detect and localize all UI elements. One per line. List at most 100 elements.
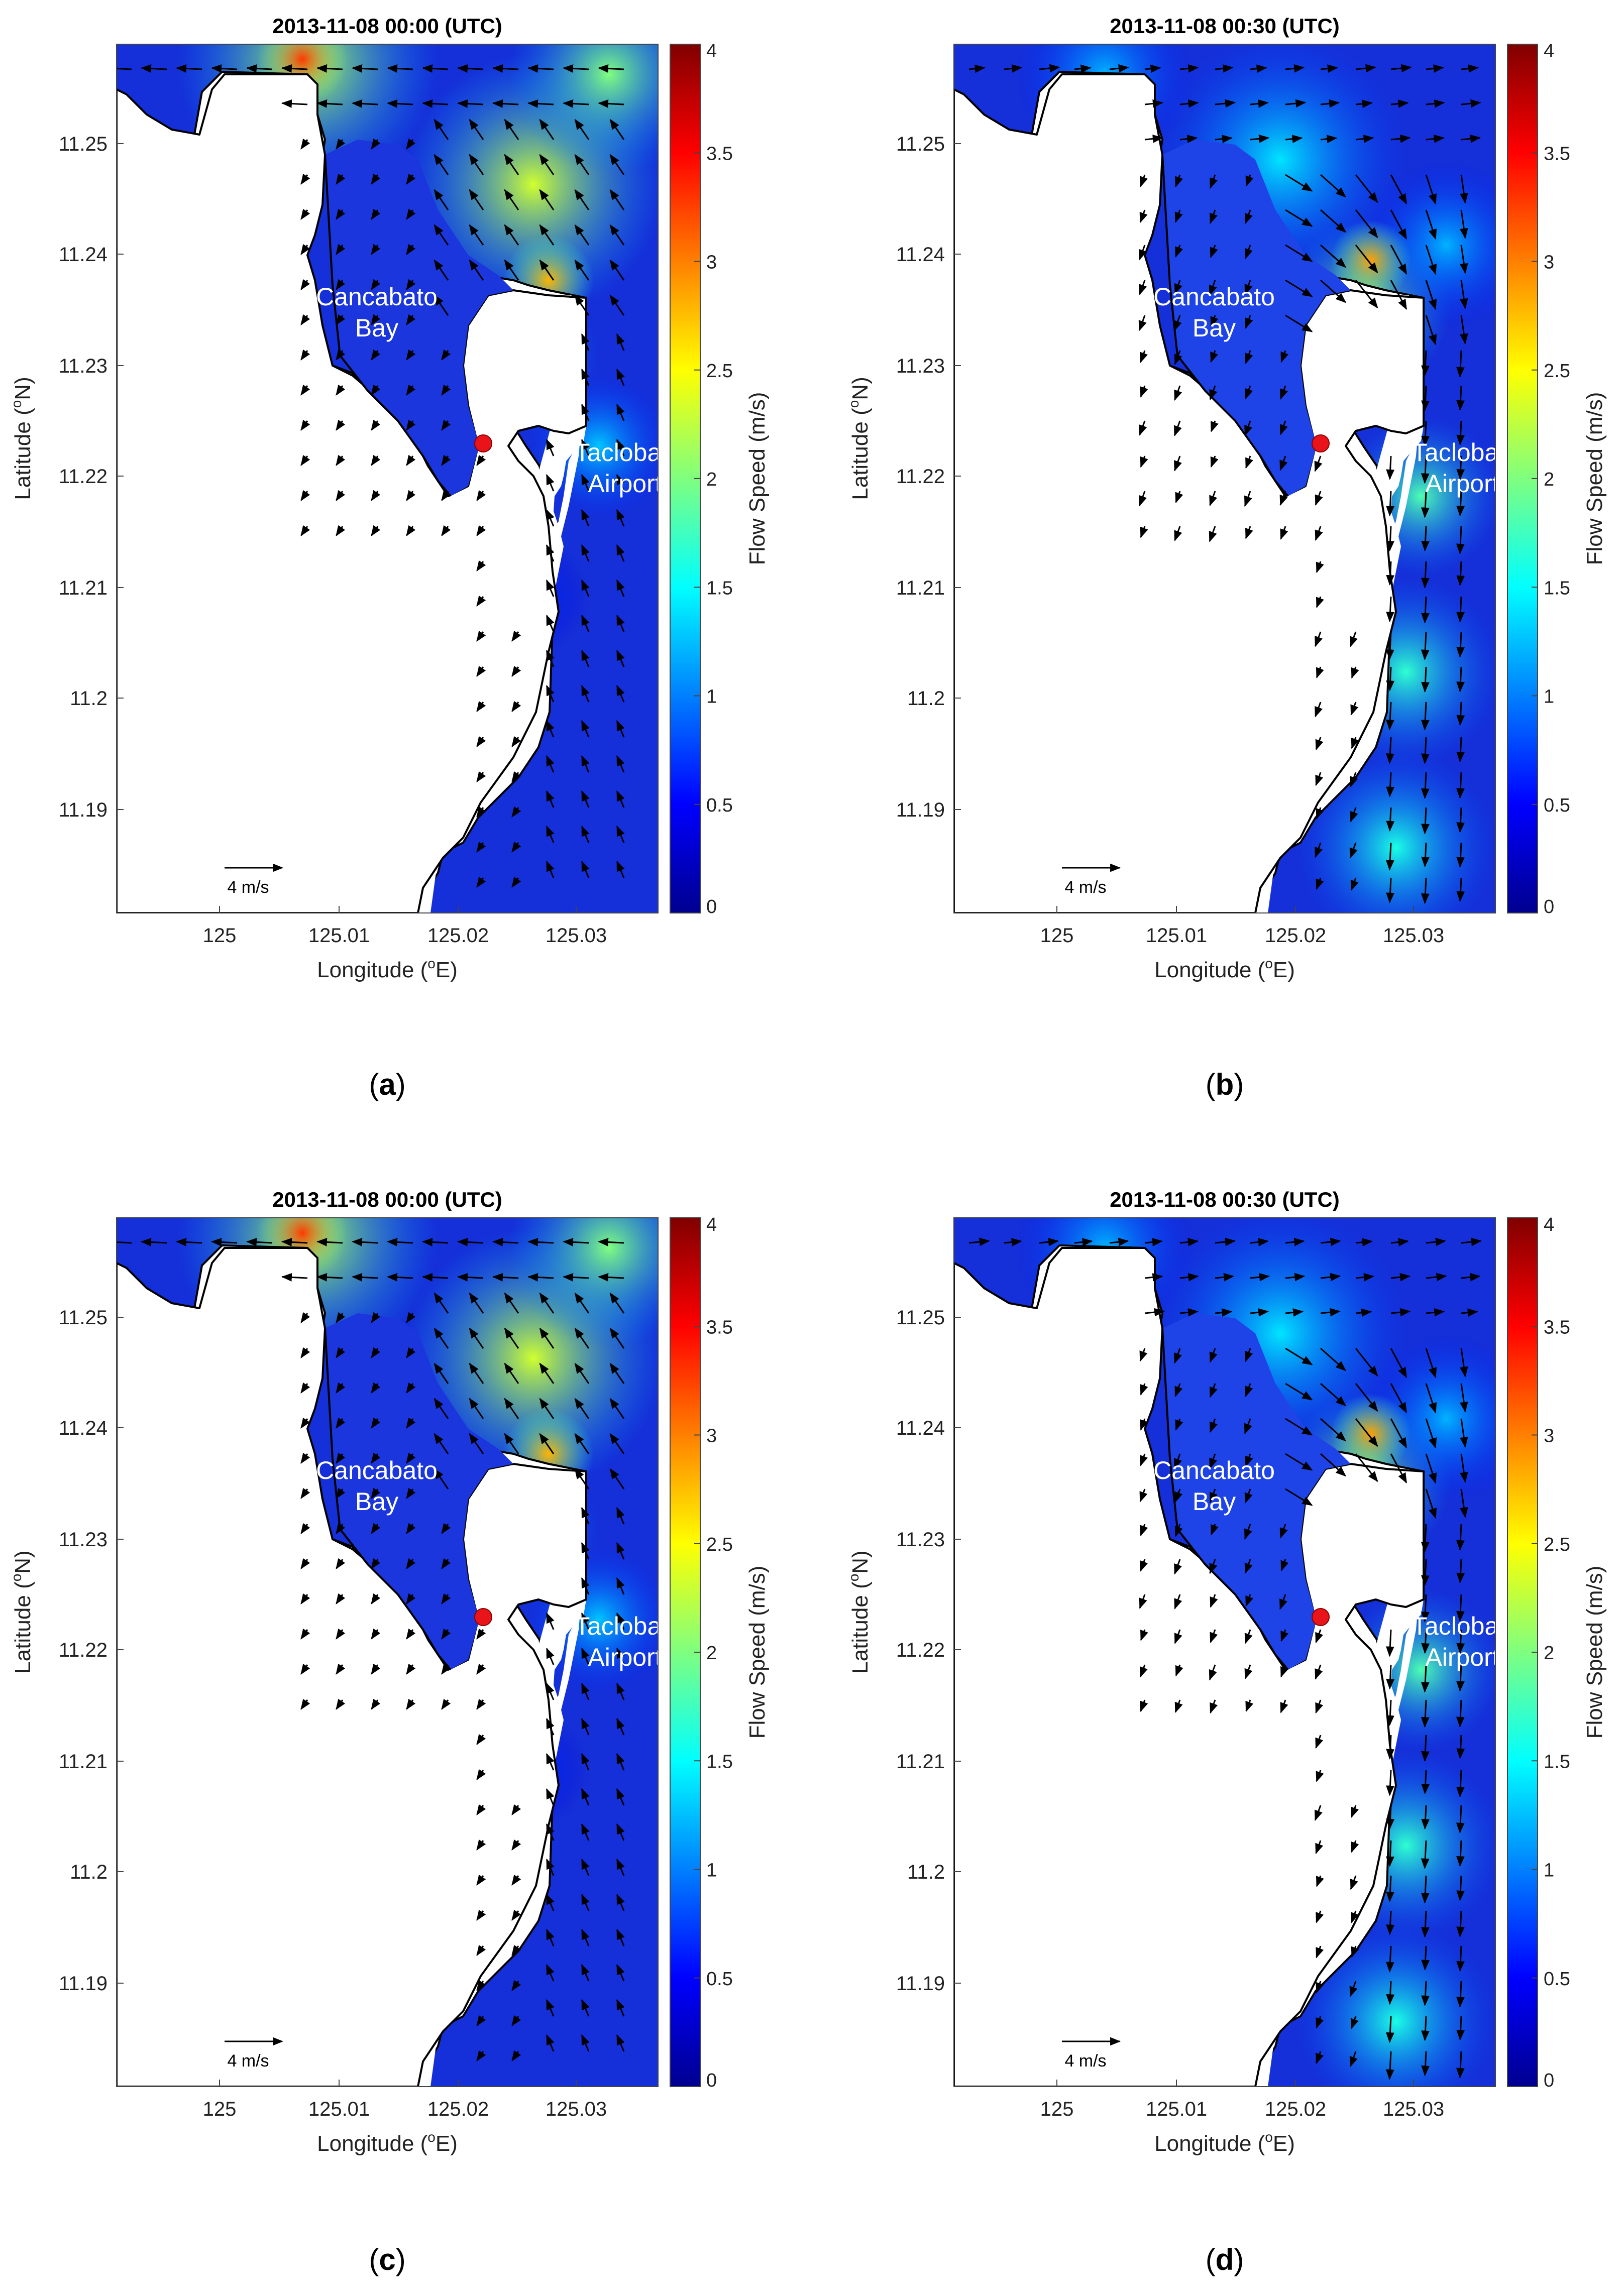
scale-arrow-label: 4 m/s	[227, 878, 269, 897]
map-area: CancabatoBayTaclobanAirport4 m/s	[954, 0, 1532, 948]
y-axis-label: Latitude (oN)	[9, 377, 35, 500]
x-tick-label: 125.03	[1383, 2098, 1444, 2120]
colorbar-tick-label: 3.5	[1544, 1317, 1570, 1338]
place-label-tacloban: Tacloban	[1412, 1612, 1512, 1640]
y-tick-label: 11.2	[907, 687, 945, 710]
x-tick-label: 125.01	[308, 2098, 370, 2120]
panel-a: 2013-11-08 00:00 (UTC) Cancabato Bay Taclob…	[9, 0, 770, 982]
panel-d: 2013-11-08 00:30 (UTC)CancabatoBayTaclob…	[846, 1158, 1607, 2156]
colorbar-tick-label: 4	[1544, 1214, 1554, 1235]
colorbar-tick-label: 3	[1544, 1426, 1554, 1447]
y-tick-label: 11.21	[896, 577, 945, 599]
x-tick-label: 125.03	[1383, 925, 1444, 947]
colorbar-label: Flow Speed (m/s)	[1582, 392, 1607, 565]
x-tick-label: 125.03	[546, 2098, 607, 2120]
colorbar-tick-label: 0.5	[706, 1969, 733, 1990]
panel-c: 2013-11-08 00:00 (UTC)CancabatoBayTaclob…	[9, 1107, 770, 2156]
y-tick-label: 11.22	[896, 466, 945, 488]
colorbar-label: Flow Speed (m/s)	[1582, 1566, 1607, 1739]
colorbar-tick-label: 0.5	[706, 795, 733, 816]
colorbar-tick-label: 3	[706, 252, 717, 273]
scale-arrow-label: 4 m/s	[227, 2051, 269, 2071]
x-tick-label: 125.02	[1265, 925, 1326, 947]
colorbar-tick-label: 1	[706, 1860, 717, 1881]
x-tick-label: 125.01	[1146, 925, 1207, 947]
colorbar-tick-label: 2.5	[706, 361, 733, 382]
place-label-bay: Bay	[355, 1487, 398, 1516]
colorbar-tick-label: 2.5	[1544, 361, 1570, 382]
colorbar-tick-label: 1.5	[706, 1751, 733, 1772]
place-label-airport: Airport	[1425, 1643, 1499, 1671]
y-tick-label: 11.22	[896, 1639, 945, 1661]
x-tick-label: 125.02	[1265, 2098, 1326, 2120]
place-label-bay: Bay	[355, 314, 398, 342]
y-tick-label: 11.24	[896, 244, 945, 266]
y-tick-label: 11.23	[896, 1529, 945, 1551]
x-axis-label: Longitude (oE)	[1154, 956, 1295, 982]
colorbar-tick-label: 3.5	[706, 143, 733, 164]
colorbar-label: Flow Speed (m/s)	[745, 392, 770, 565]
x-tick-label: 125	[1040, 925, 1074, 947]
y-tick-label: 11.19	[59, 799, 107, 821]
place-label-cancabato: Cancabato	[316, 283, 438, 311]
colorbar-tick-label: 4	[706, 41, 717, 62]
x-tick-label: 125.02	[427, 2098, 489, 2120]
colorbar-label: Flow Speed (m/s)	[745, 1566, 770, 1739]
panel-caption: (c)	[369, 2243, 405, 2276]
x-axis-label: Longitude (oE)	[1154, 2129, 1295, 2156]
y-tick-label: 11.25	[59, 1307, 107, 1329]
colorbar-tick-label: 0	[706, 2070, 717, 2091]
panel-caption: (a)	[369, 1068, 405, 1101]
y-tick-label: 11.21	[59, 577, 107, 599]
y-tick-label: 11.19	[59, 1973, 107, 1995]
y-tick-label: 11.21	[896, 1751, 945, 1773]
y-tick-label: 11.2	[70, 687, 107, 710]
y-axis-label: Latitude (oN)	[9, 1550, 35, 1673]
scale-arrow-label: 4 m/s	[1064, 878, 1106, 897]
colorbar-tick-label: 2	[706, 1643, 717, 1664]
x-tick-label: 125	[1040, 2098, 1074, 2120]
colorbar-tick-label: 2	[706, 469, 717, 490]
x-tick-label: 125.01	[308, 925, 370, 947]
y-tick-label: 11.25	[59, 133, 107, 155]
colorbar-tick-label: 2	[1544, 469, 1554, 490]
y-tick-label: 11.25	[896, 1307, 945, 1329]
x-tick-label: 125	[203, 925, 237, 947]
place-label-tacloban: Tacloban	[1412, 438, 1512, 467]
x-axis-label: Longitude (oE)	[317, 956, 458, 982]
panel-title: 2013-11-08 00:00 (UTC)	[272, 14, 502, 38]
y-tick-label: 11.23	[896, 355, 945, 377]
place-label-cancabato: Cancabato	[1153, 1456, 1275, 1484]
place-label-airport: Airport	[1425, 470, 1499, 498]
location-marker	[475, 1609, 492, 1626]
colorbar-tick-label: 0.5	[1544, 795, 1570, 816]
colorbar-tick-label: 2.5	[1544, 1534, 1570, 1555]
colorbar-tick-label: 1	[1544, 1860, 1554, 1881]
y-tick-label: 11.24	[59, 244, 107, 266]
colorbar-tick-label: 3	[706, 1426, 717, 1447]
place-label-bay: Bay	[1193, 1487, 1236, 1516]
y-tick-label: 11.22	[59, 1639, 107, 1661]
y-tick-label: 11.23	[59, 355, 107, 377]
colorbar-tick-label: 1.5	[1544, 578, 1570, 599]
location-marker	[1312, 435, 1329, 452]
y-tick-label: 11.24	[896, 1417, 945, 1439]
place-label-tacloban: Tacloban	[575, 438, 675, 467]
colorbar-tick-label: 4	[1544, 41, 1554, 62]
y-tick-label: 11.25	[896, 133, 945, 155]
place-label-cancabato: Cancabato	[316, 1456, 438, 1484]
map-area: CancabatoBayTaclobanAirport4 m/s	[106, 0, 709, 913]
map-area: CancabatoBayTaclobanAirport4 m/s	[106, 1107, 709, 2087]
map-area: CancabatoBayTaclobanAirport4 m/s	[954, 1158, 1532, 2122]
colorbar-tick-label: 4	[706, 1214, 717, 1235]
x-tick-label: 125.03	[546, 925, 607, 947]
place-label-tacloban: Tacloban	[575, 1612, 675, 1640]
panel-b: 2013-11-08 00:30 (UTC) Cancabato Bay Taclob…	[846, 0, 1607, 982]
colorbar-tick-label: 0	[706, 896, 717, 917]
y-tick-label: 11.2	[907, 1861, 945, 1883]
y-tick-label: 11.19	[896, 799, 945, 821]
panel-title: 2013-11-08 00:30 (UTC)	[1110, 14, 1340, 38]
colorbar-tick-label: 1	[706, 686, 717, 708]
colorbar-tick-label: 0	[1544, 2070, 1554, 2091]
